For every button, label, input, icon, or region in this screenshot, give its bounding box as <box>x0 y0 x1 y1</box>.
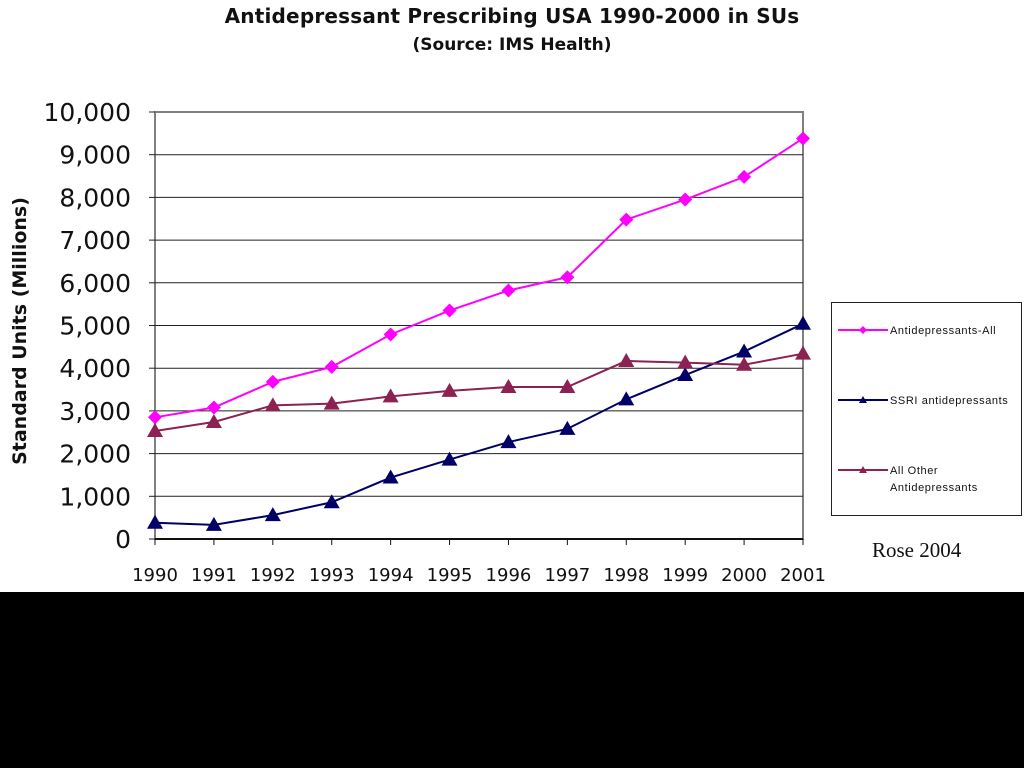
series-line-2 <box>154 352 804 432</box>
data-point <box>619 212 634 227</box>
data-point <box>618 391 635 406</box>
y-tick-label: 5,000 <box>59 312 131 341</box>
x-tick-label: 1996 <box>486 565 532 586</box>
x-tick-label: 1994 <box>368 565 414 586</box>
x-tick-label: 1997 <box>544 565 590 586</box>
x-tick-label: 1998 <box>603 565 649 586</box>
y-tick-label: 3,000 <box>59 397 131 426</box>
x-tick-label: 2000 <box>721 565 767 586</box>
data-point <box>148 410 162 425</box>
data-point <box>560 270 575 285</box>
y-tick-label: 1,000 <box>59 482 131 511</box>
x-tick-label: 1995 <box>427 565 473 586</box>
legend-label-other: All Other Antidepressants <box>890 465 978 494</box>
x-tick-label: 1992 <box>250 565 296 586</box>
data-point <box>205 516 222 531</box>
data-point <box>795 315 811 330</box>
data-point <box>442 303 457 318</box>
data-point <box>324 359 339 374</box>
data-point <box>736 343 753 358</box>
data-point <box>618 352 635 367</box>
data-point <box>264 397 281 412</box>
y-tick-label: 7,000 <box>59 226 131 255</box>
data-point <box>264 507 281 522</box>
data-point <box>265 374 280 389</box>
x-tick-label: 2001 <box>780 565 826 586</box>
data-point <box>441 382 458 397</box>
data-point <box>678 192 693 207</box>
legend-swatch-other <box>838 466 888 473</box>
data-point <box>382 388 399 403</box>
x-tick-label: 1999 <box>662 565 708 586</box>
black-band <box>0 592 1024 768</box>
x-tick-label: 1993 <box>309 565 355 586</box>
y-tick-label: 6,000 <box>59 269 131 298</box>
series-line-1 <box>154 322 804 526</box>
y-tick-label: 8,000 <box>59 183 131 212</box>
line-chart: 0 1,000 2,000 3,000 4,000 5,000 6,000 7,000 8,00… <box>44 98 826 586</box>
data-point <box>737 169 752 184</box>
data-point <box>501 283 516 298</box>
x-tick-label: 1991 <box>191 565 237 586</box>
data-point <box>206 400 221 415</box>
x-tick-label: 1990 <box>132 565 178 586</box>
data-point <box>147 514 163 529</box>
data-point <box>323 395 340 410</box>
legend-label-all: Antidepressants-All <box>890 325 997 337</box>
data-point <box>205 414 222 429</box>
data-point <box>323 494 340 509</box>
chart-legend: Antidepressants-All SSRI antidepressants… <box>831 302 1022 516</box>
series-line-0 <box>154 137 804 419</box>
y-tick-label: 0 <box>115 525 131 554</box>
legend-swatch-ssri <box>838 396 888 403</box>
y-tick-label: 9,000 <box>59 141 131 170</box>
data-point <box>677 367 694 382</box>
data-point <box>441 451 458 466</box>
chart-subtitle: (Source: IMS Health) <box>412 35 612 55</box>
data-point <box>736 356 753 371</box>
legend-label-ssri: SSRI antidepressants <box>890 395 1009 407</box>
data-point <box>559 378 576 393</box>
data-point <box>795 345 811 360</box>
y-tick-label: 4,000 <box>59 354 131 383</box>
legend-swatch-all <box>838 326 888 334</box>
credit-text: Rose 2004 <box>872 538 962 562</box>
y-tick-label: 10,000 <box>44 98 131 127</box>
data-point <box>382 469 399 484</box>
data-point <box>500 378 517 393</box>
data-point <box>147 422 163 437</box>
data-point <box>559 420 576 435</box>
data-point <box>796 131 810 146</box>
y-tick-label: 2,000 <box>59 440 131 469</box>
data-point <box>500 434 517 449</box>
data-point <box>383 327 398 342</box>
chart-title: Antidepressant Prescribing USA 1990-2000… <box>224 4 800 28</box>
data-point <box>677 354 694 369</box>
